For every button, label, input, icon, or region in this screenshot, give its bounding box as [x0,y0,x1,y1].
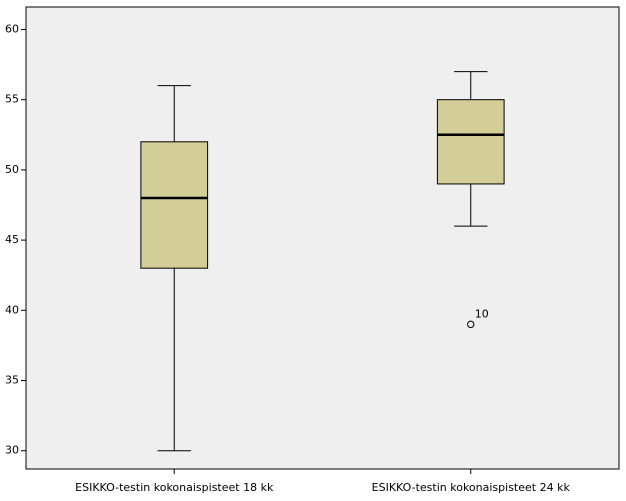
y-tick-label: 60 [5,22,19,35]
outlier [467,320,475,329]
y-tick-label: 35 [5,374,19,387]
box [436,99,505,185]
box [140,141,209,269]
y-tick-label: 55 [5,93,19,106]
y-tick-label: 40 [5,303,19,316]
x-tick-label: ESIKKO-testin kokonaispisteet 24 kk [372,481,571,494]
outlier-label: 10 [475,307,489,320]
y-tick-label: 45 [5,233,19,246]
y-tick-label: 30 [5,444,19,457]
y-tick-label: 50 [5,163,19,176]
x-tick-label: ESIKKO-testin kokonaispisteet 18 kk [75,481,274,494]
plot-area [25,6,620,470]
